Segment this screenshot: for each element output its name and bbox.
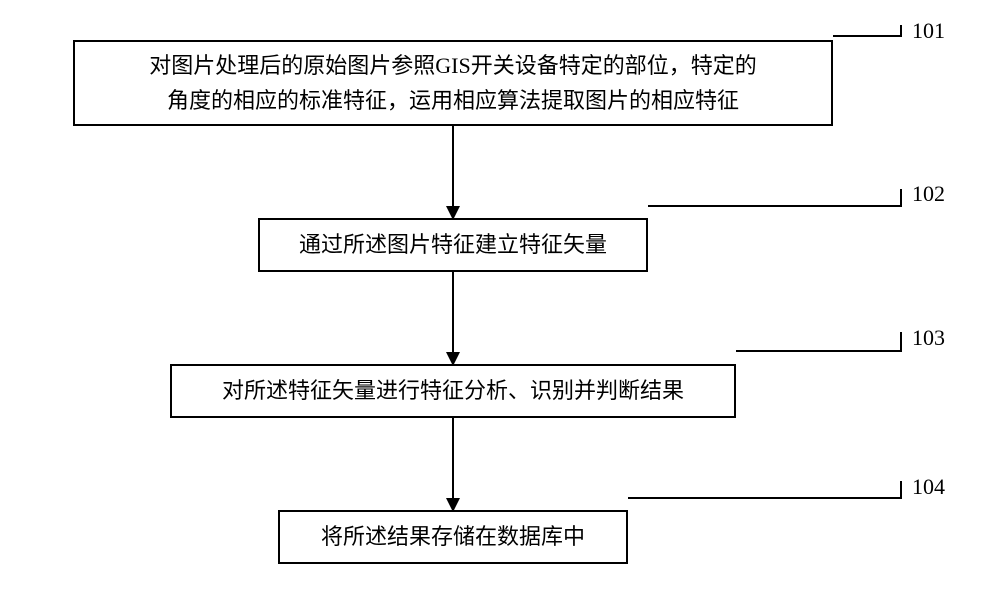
flow-node-3-text: 对所述特征矢量进行特征分析、识别并判断结果	[222, 373, 684, 408]
arrow-1-2	[452, 126, 454, 206]
node-label-2: 102	[912, 181, 945, 207]
leader-vert-3	[900, 332, 902, 350]
arrow-2-3	[452, 272, 454, 352]
flow-node-1-text: 对图片处理后的原始图片参照GIS开关设备特定的部位，特定的角度的相应的标准特征，…	[149, 48, 756, 118]
node-label-4: 104	[912, 474, 945, 500]
flow-node-4: 将所述结果存储在数据库中	[278, 510, 628, 564]
flow-node-2-text: 通过所述图片特征建立特征矢量	[299, 227, 607, 262]
arrow-3-4	[452, 418, 454, 498]
leader-3	[736, 350, 902, 352]
flow-node-1: 对图片处理后的原始图片参照GIS开关设备特定的部位，特定的角度的相应的标准特征，…	[73, 40, 833, 126]
flow-node-2: 通过所述图片特征建立特征矢量	[258, 218, 648, 272]
leader-vert-1	[900, 25, 902, 35]
leader-vert-4	[900, 481, 902, 497]
node-label-1: 101	[912, 18, 945, 44]
leader-1	[833, 35, 902, 37]
flow-node-4-text: 将所述结果存储在数据库中	[321, 519, 585, 554]
flow-node-3: 对所述特征矢量进行特征分析、识别并判断结果	[170, 364, 736, 418]
flowchart-container: 对图片处理后的原始图片参照GIS开关设备特定的部位，特定的角度的相应的标准特征，…	[0, 0, 1000, 613]
leader-2	[648, 205, 902, 207]
leader-4	[628, 497, 902, 499]
leader-vert-2	[900, 189, 902, 205]
node-label-3: 103	[912, 325, 945, 351]
